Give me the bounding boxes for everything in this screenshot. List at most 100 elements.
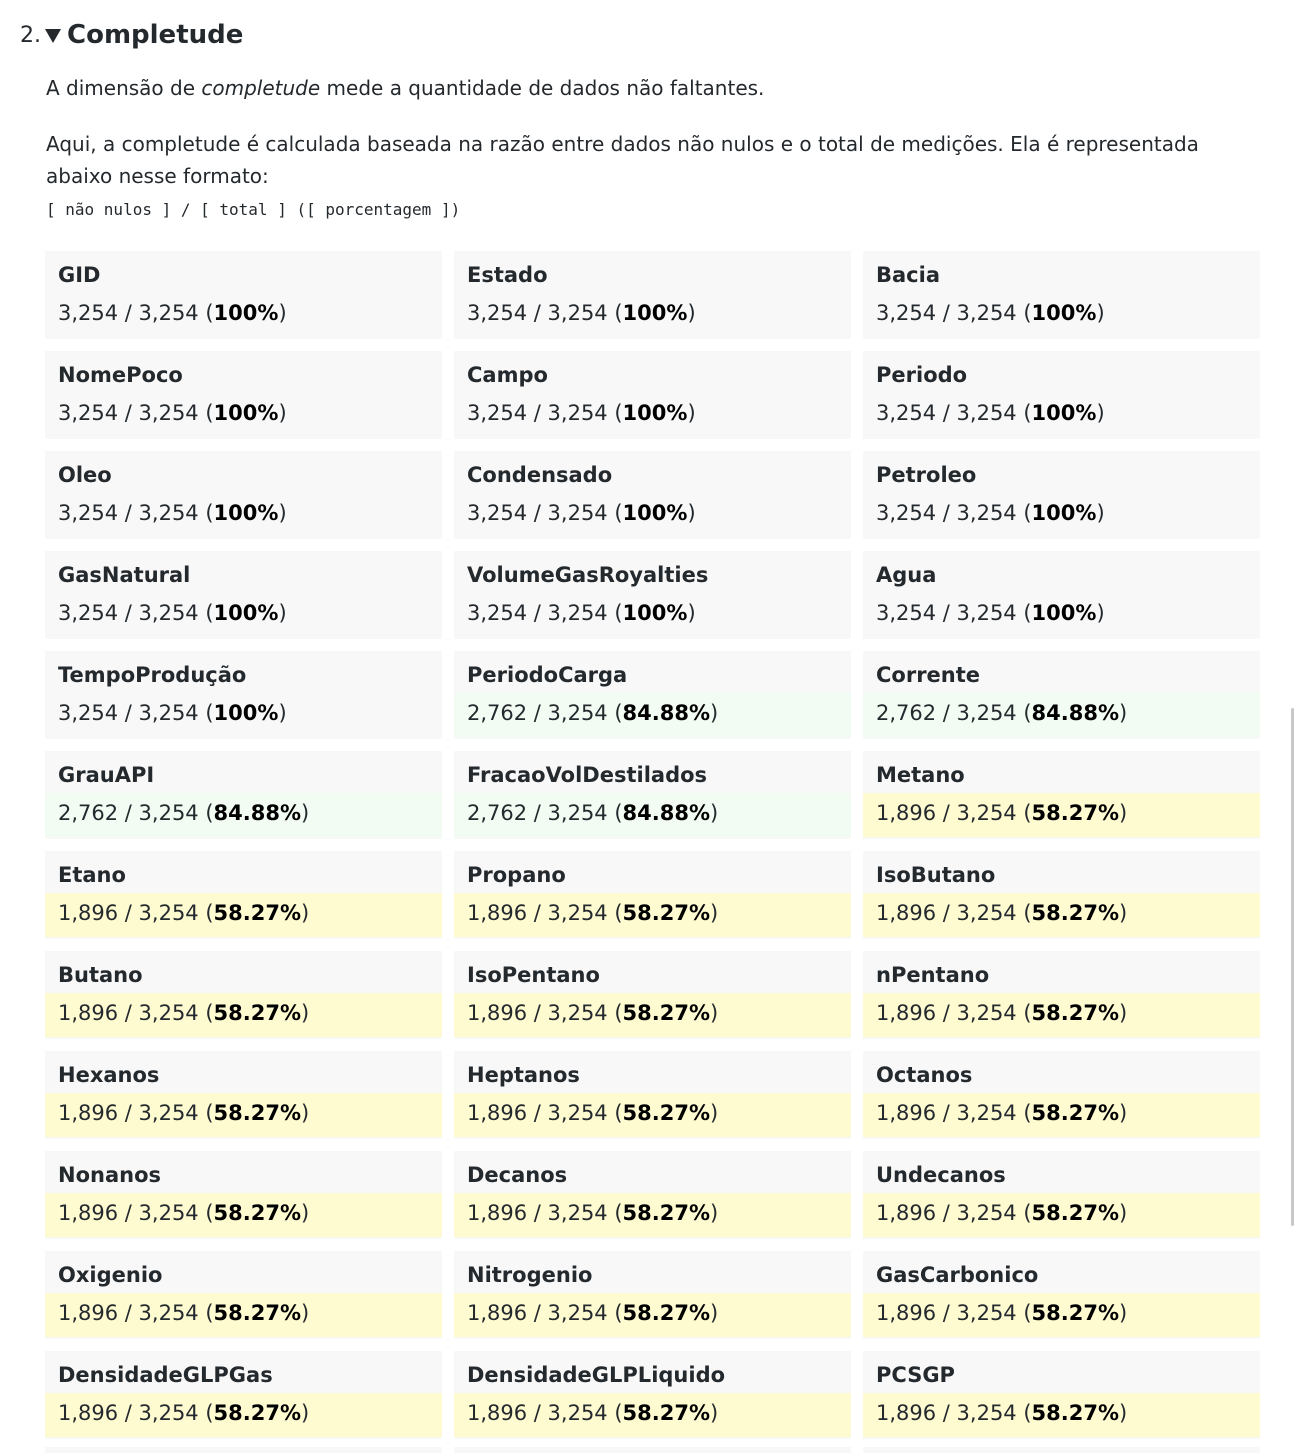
percentage-text: 84.88%	[1031, 701, 1120, 725]
percentage-text: 100%	[1031, 601, 1097, 625]
column-name: Propano	[467, 863, 566, 887]
column-name: IsoButano	[876, 863, 996, 887]
percentage-text: 58.27%	[213, 1201, 302, 1225]
column-name: PCSGP	[876, 1363, 955, 1387]
column-name: Oxigenio	[58, 1263, 163, 1287]
column-name: GrauAPI	[58, 763, 155, 787]
column-name: DensidadeGLPLiquido	[467, 1363, 726, 1387]
ratio-text: 1,896 / 3,254	[467, 1001, 608, 1025]
percentage-text: 100%	[622, 501, 688, 525]
ratio-text: 1,896 / 3,254	[58, 901, 199, 925]
column-name: Etano	[58, 863, 126, 887]
column-name: GasCarbonico	[876, 1263, 1039, 1287]
column-name: Corrente	[876, 663, 981, 687]
completeness-value: 1,896 / 3,254 (58.27%)	[45, 1093, 442, 1137]
section-title[interactable]: Completude	[67, 20, 244, 50]
percentage-text: 100%	[213, 501, 279, 525]
scrollbar-thumb[interactable]	[1291, 708, 1294, 1226]
column-name: PeriodoCarga	[467, 663, 628, 687]
column-name: Undecanos	[876, 1163, 1006, 1187]
percentage-text: 58.27%	[213, 1401, 302, 1425]
format-code: [ não nulos ] / [ total ] ([ porcentagem…	[46, 200, 461, 219]
ratio-text: 3,254 / 3,254	[876, 301, 1017, 325]
partial-card	[454, 1447, 851, 1453]
column-name: nPentano	[876, 963, 990, 987]
completeness-card: Corrente 2,762 / 3,254 (84.88%)	[863, 651, 1260, 739]
percentage-text: 100%	[1031, 401, 1097, 425]
completeness-card: Undecanos 1,896 / 3,254 (58.27%)	[863, 1151, 1260, 1239]
completeness-card: Condensado 3,254 / 3,254 (100%)	[454, 451, 851, 539]
ratio-text: 3,254 / 3,254	[58, 701, 199, 725]
completeness-value: 1,896 / 3,254 (58.27%)	[454, 993, 851, 1037]
description-paragraph: A dimensão de completude mede a quantida…	[46, 72, 1260, 104]
ratio-text: 2,762 / 3,254	[58, 801, 199, 825]
completeness-value: 1,896 / 3,254 (58.27%)	[45, 1193, 442, 1237]
completeness-card: GasNatural 3,254 / 3,254 (100%)	[45, 551, 442, 639]
percentage-text: 58.27%	[1031, 1401, 1120, 1425]
completeness-value: 1,896 / 3,254 (58.27%)	[45, 1393, 442, 1437]
completeness-value: 1,896 / 3,254 (58.27%)	[45, 993, 442, 1037]
completeness-card: GID 3,254 / 3,254 (100%)	[45, 251, 442, 339]
partial-card	[45, 1447, 442, 1453]
completeness-value: 3,254 / 3,254 (100%)	[45, 493, 442, 537]
completeness-card: Periodo 3,254 / 3,254 (100%)	[863, 351, 1260, 439]
column-name: Bacia	[876, 263, 940, 287]
completeness-value: 3,254 / 3,254 (100%)	[45, 693, 442, 737]
completeness-value: 1,896 / 3,254 (58.27%)	[454, 893, 851, 937]
ratio-text: 1,896 / 3,254	[467, 1401, 608, 1425]
completeness-value: 3,254 / 3,254 (100%)	[863, 593, 1260, 637]
completeness-card: PeriodoCarga 2,762 / 3,254 (84.88%)	[454, 651, 851, 739]
section-header[interactable]: 2. Completude	[20, 18, 243, 52]
completeness-value: 3,254 / 3,254 (100%)	[454, 393, 851, 437]
completeness-card: Decanos 1,896 / 3,254 (58.27%)	[454, 1151, 851, 1239]
percentage-text: 58.27%	[622, 1401, 711, 1425]
percentage-text: 84.88%	[213, 801, 302, 825]
percentage-text: 100%	[1031, 501, 1097, 525]
completeness-card: GrauAPI 2,762 / 3,254 (84.88%)	[45, 751, 442, 839]
percentage-text: 58.27%	[213, 901, 302, 925]
percentage-text: 100%	[213, 701, 279, 725]
ratio-text: 1,896 / 3,254	[876, 1201, 1017, 1225]
percentage-text: 58.27%	[1031, 901, 1120, 925]
ratio-text: 1,896 / 3,254	[467, 1101, 608, 1125]
ratio-text: 2,762 / 3,254	[467, 801, 608, 825]
completeness-value: 3,254 / 3,254 (100%)	[863, 493, 1260, 537]
percentage-text: 58.27%	[1031, 801, 1120, 825]
partial-card	[863, 1447, 1260, 1453]
ratio-text: 3,254 / 3,254	[58, 501, 199, 525]
column-name: Condensado	[467, 463, 613, 487]
completeness-value: 3,254 / 3,254 (100%)	[454, 293, 851, 337]
ratio-text: 1,896 / 3,254	[467, 901, 608, 925]
ratio-text: 1,896 / 3,254	[876, 1401, 1017, 1425]
ratio-text: 1,896 / 3,254	[876, 901, 1017, 925]
completeness-card: Campo 3,254 / 3,254 (100%)	[454, 351, 851, 439]
method-paragraph: Aqui, a completude é calculada baseada n…	[46, 132, 1199, 188]
percentage-text: 58.27%	[213, 1001, 302, 1025]
list-number: 2.	[20, 22, 41, 48]
ratio-text: 3,254 / 3,254	[58, 601, 199, 625]
percentage-text: 58.27%	[622, 1101, 711, 1125]
completeness-card: PCSGP 1,896 / 3,254 (58.27%)	[863, 1351, 1260, 1439]
completeness-card: IsoButano 1,896 / 3,254 (58.27%)	[863, 851, 1260, 939]
completeness-value: 3,254 / 3,254 (100%)	[454, 493, 851, 537]
completeness-card: Etano 1,896 / 3,254 (58.27%)	[45, 851, 442, 939]
ratio-text: 1,896 / 3,254	[876, 1101, 1017, 1125]
completeness-value: 3,254 / 3,254 (100%)	[45, 593, 442, 637]
completeness-card: Nonanos 1,896 / 3,254 (58.27%)	[45, 1151, 442, 1239]
completeness-card: Octanos 1,896 / 3,254 (58.27%)	[863, 1051, 1260, 1139]
percentage-text: 58.27%	[622, 1201, 711, 1225]
completeness-card: FracaoVolDestilados 2,762 / 3,254 (84.88%…	[454, 751, 851, 839]
completeness-value: 1,896 / 3,254 (58.27%)	[863, 993, 1260, 1037]
collapse-triangle-icon[interactable]	[45, 29, 61, 43]
ratio-text: 3,254 / 3,254	[876, 601, 1017, 625]
column-name: Estado	[467, 263, 548, 287]
column-name: Campo	[467, 363, 548, 387]
ratio-text: 1,896 / 3,254	[58, 1201, 199, 1225]
completeness-value: 1,896 / 3,254 (58.27%)	[863, 893, 1260, 937]
next-row-partial	[45, 1447, 1260, 1453]
ratio-text: 3,254 / 3,254	[467, 401, 608, 425]
completeness-card: Heptanos 1,896 / 3,254 (58.27%)	[454, 1051, 851, 1139]
ratio-text: 1,896 / 3,254	[58, 1101, 199, 1125]
percentage-text: 100%	[622, 301, 688, 325]
